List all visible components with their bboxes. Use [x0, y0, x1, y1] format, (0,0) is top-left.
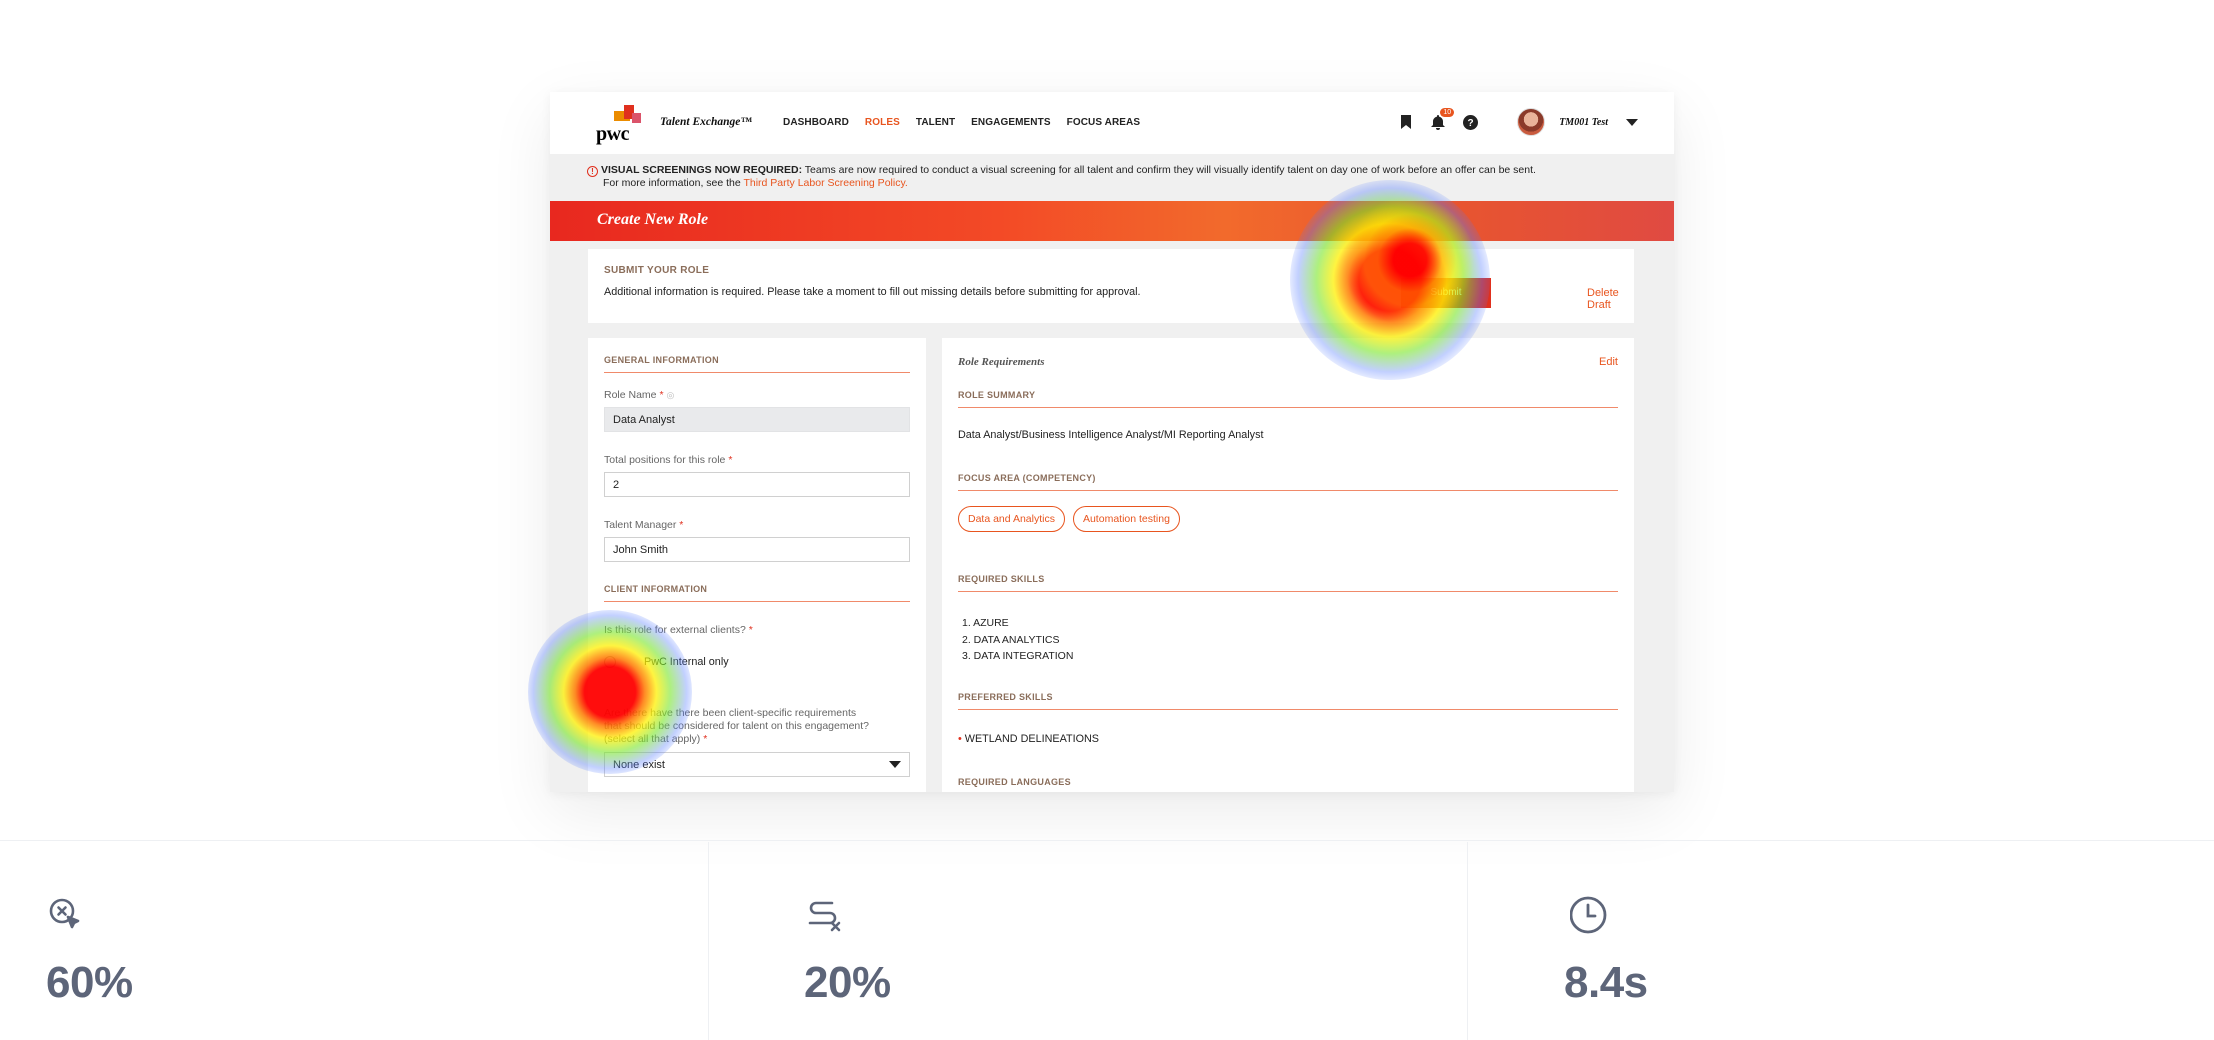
app-window: pwc Talent Exchange™ DASHBOARD ROLES TAL… [550, 92, 1674, 792]
page-title: Create New Role [597, 211, 709, 228]
focus-area-chips: Data and Analytics Automation testing [958, 506, 1188, 532]
page-banner: Create New Role [550, 201, 1674, 241]
general-info-card: GENERAL INFORMATION Role Name * ◎ Data A… [588, 338, 926, 792]
list-item: 1. AZURE [962, 617, 1009, 629]
role-summary-title: ROLE SUMMARY [958, 390, 1618, 408]
stat-divider [708, 842, 709, 1040]
chevron-down-icon[interactable] [1626, 118, 1638, 126]
chevron-down-icon [889, 761, 901, 768]
role-name-label: Role Name * ◎ [604, 389, 675, 401]
submit-description: Additional information is required. Plea… [604, 286, 1141, 298]
top-right-tools: 10 ? TM001 Test [1397, 108, 1638, 136]
role-requirements-heading: Role Requirements [958, 356, 1045, 368]
username[interactable]: TM001 Test [1559, 116, 1608, 128]
required-skills-list: 1. AZURE 2. DATA ANALYTICS 3. DATA INTEG… [962, 615, 1073, 665]
talent-manager-label: Talent Manager * [604, 519, 684, 531]
internal-only-option[interactable]: PwC Internal only [604, 656, 729, 668]
top-bar: pwc Talent Exchange™ DASHBOARD ROLES TAL… [550, 92, 1674, 154]
list-item: WETLAND DELINEATIONS [964, 733, 1099, 745]
section-divider [0, 840, 2214, 841]
positions-label: Total positions for this role * [604, 454, 733, 466]
bookmark-icon[interactable] [1397, 113, 1415, 131]
screening-notice: ! VISUAL SCREENINGS NOW REQUIRED: Teams a… [587, 164, 1647, 190]
role-name-field: Data Analyst [604, 407, 910, 432]
general-info-title: GENERAL INFORMATION [604, 355, 910, 373]
submit-button[interactable]: Submit [1401, 278, 1491, 308]
stat-divider [1467, 842, 1468, 1040]
brand-name: Talent Exchange™ [660, 116, 752, 128]
nav-focus-areas[interactable]: FOCUS AREAS [1066, 117, 1141, 128]
client-requirements-question: Are there have there been client-specifi… [604, 707, 870, 745]
nav-talent[interactable]: TALENT [915, 117, 956, 128]
submit-card: SUBMIT YOUR ROLE Additional information … [588, 249, 1634, 323]
delete-draft-button[interactable]: Delete Draft [1587, 287, 1619, 311]
focus-chip[interactable]: Automation testing [1072, 506, 1180, 532]
preferred-skills-list: • WETLAND DELINEATIONS [958, 733, 1099, 745]
stats-row: 60% 20% 8.4s [0, 840, 2214, 1040]
nav-engagements[interactable]: ENGAGEMENTS [971, 117, 1051, 128]
bell-icon[interactable]: 10 [1429, 108, 1455, 131]
policy-link[interactable]: Third Party Labor Screening Policy. [743, 177, 908, 189]
notification-badge: 10 [1440, 108, 1455, 117]
role-summary-text: Data Analyst/Business Intelligence Analy… [958, 429, 1264, 441]
clock-icon [1569, 895, 1610, 935]
external-clients-question: Is this role for external clients? * [604, 624, 753, 636]
client-info-title: CLIENT INFORMATION [604, 584, 910, 602]
help-icon[interactable]: ? [1461, 113, 1479, 131]
cursor-target-icon [46, 895, 86, 935]
warning-icon: ! [587, 166, 598, 177]
list-item: 3. DATA INTEGRATION [962, 650, 1074, 662]
stat-value: 8.4s [1564, 958, 1648, 1007]
role-requirements-card: Role Requirements Edit ROLE SUMMARY Data… [942, 338, 1634, 792]
preferred-skills-title: PREFERRED SKILLS [958, 692, 1618, 710]
pwc-logo[interactable]: pwc [596, 105, 646, 145]
nav-roles[interactable]: ROLES [864, 117, 900, 128]
avatar[interactable] [1517, 108, 1546, 136]
svg-text:?: ? [1467, 118, 1473, 129]
nav-dashboard[interactable]: DASHBOARD [783, 117, 849, 128]
stat-value: 60% [46, 958, 133, 1007]
focus-chip[interactable]: Data and Analytics [958, 506, 1065, 532]
talent-manager-field[interactable]: John Smith [604, 537, 910, 562]
positions-field[interactable]: 2 [604, 472, 910, 497]
required-skills-title: REQUIRED SKILLS [958, 574, 1618, 592]
stat-value: 20% [804, 958, 891, 1007]
main-nav: DASHBOARD ROLES TALENT ENGAGEMENTS FOCUS… [783, 117, 1140, 128]
route-cancel-icon [804, 895, 844, 935]
submit-title: SUBMIT YOUR ROLE [604, 265, 710, 276]
info-icon: ◎ [666, 390, 675, 400]
radio-button [604, 656, 616, 668]
client-requirements-select[interactable]: None exist [604, 752, 910, 777]
required-languages-title: REQUIRED LANGUAGES [958, 777, 1071, 787]
focus-area-title: FOCUS AREA (COMPETENCY) [958, 473, 1618, 491]
list-item: 2. DATA ANALYTICS [962, 633, 1060, 646]
edit-button[interactable]: Edit [1599, 356, 1618, 368]
